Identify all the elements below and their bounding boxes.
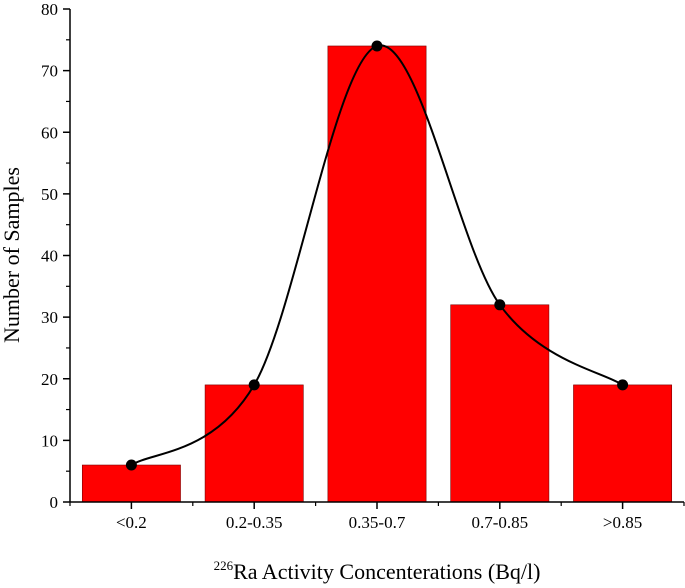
y-tick-label-0: 0	[50, 493, 59, 512]
y-tick-label-6: 60	[41, 123, 58, 142]
bar-2	[327, 45, 427, 503]
marker-1	[248, 379, 260, 391]
y-tick-label-1: 10	[41, 431, 58, 450]
bar-4	[573, 384, 673, 503]
y-tick-label-7: 70	[41, 62, 58, 81]
y-tick-label-5: 50	[41, 185, 58, 204]
marker-3	[494, 299, 506, 311]
markers-layer	[125, 40, 629, 471]
x-axis-title-text: Ra Activity Concenterations (Bq/l)	[233, 559, 540, 584]
x-tick-label-1: 0.2-0.35	[226, 513, 283, 532]
bars-layer	[81, 45, 673, 503]
x-axis-title: 226Ra Activity Concenterations (Bq/l)	[214, 558, 541, 584]
x-tick-label-0: <0.2	[116, 513, 147, 532]
x-axis-title-superscript: 226	[214, 558, 234, 573]
y-axis-title: Number of Samples	[0, 167, 24, 343]
marker-4	[617, 379, 629, 391]
bar-1	[204, 384, 304, 503]
x-ticks: <0.2 0.2-0.35 0.35-0.7 0.7-0.85 >0.85	[69, 502, 685, 532]
y-tick-label-8: 80	[41, 0, 58, 19]
bar-3	[450, 304, 550, 503]
marker-0	[125, 459, 137, 471]
x-tick-label-4: >0.85	[603, 513, 642, 532]
y-tick-label-2: 20	[41, 370, 58, 389]
y-tick-label-4: 40	[41, 247, 58, 266]
y-tick-label-3: 30	[41, 308, 58, 327]
x-tick-label-2: 0.35-0.7	[349, 513, 406, 532]
marker-2	[371, 40, 383, 52]
x-tick-label-3: 0.7-0.85	[471, 513, 528, 532]
y-ticks: 0 10 20 30 40 50 60 70 80	[41, 0, 70, 512]
bar-0	[81, 464, 181, 503]
